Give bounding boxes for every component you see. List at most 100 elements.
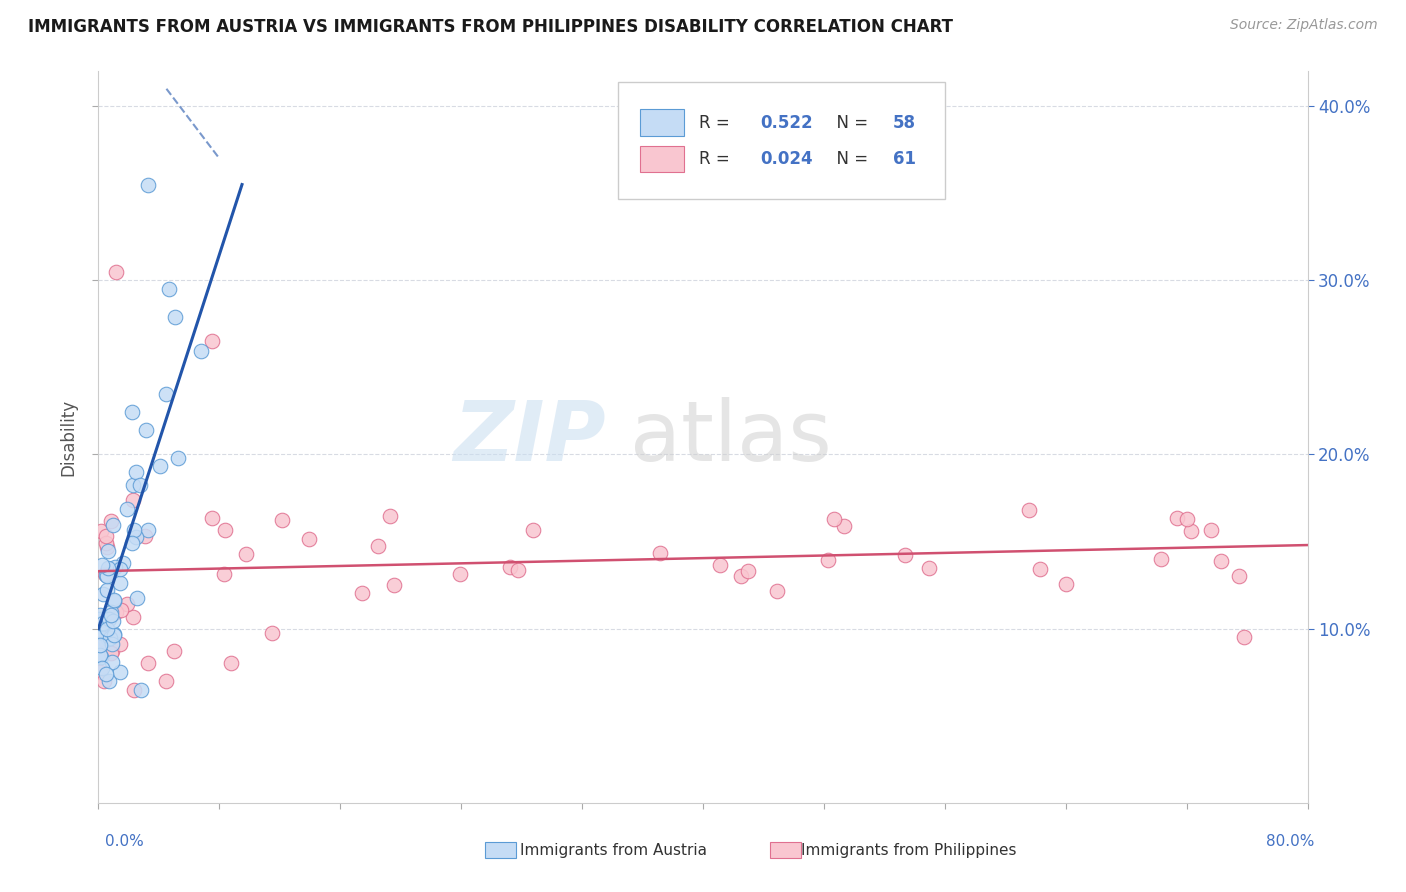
Point <box>93 626 115 640</box>
Point <box>201 510 224 524</box>
Point <box>91 616 114 631</box>
Point <box>730 569 752 583</box>
Point <box>449 567 471 582</box>
Point <box>129 477 152 491</box>
Point <box>149 459 172 474</box>
Point <box>122 493 145 508</box>
Point <box>94 529 117 543</box>
Point <box>823 512 845 526</box>
Point <box>100 605 122 619</box>
Point <box>201 334 224 349</box>
Point <box>94 536 117 550</box>
Point <box>121 478 143 492</box>
Point <box>121 405 143 419</box>
Point <box>648 546 671 560</box>
Point <box>1166 511 1188 525</box>
Text: N =: N = <box>827 150 873 168</box>
Point <box>97 544 120 558</box>
Point <box>89 638 111 652</box>
Point <box>101 656 124 670</box>
Point <box>100 608 122 623</box>
Point <box>1180 524 1202 538</box>
Point <box>163 644 186 658</box>
Point <box>1054 577 1077 591</box>
Point <box>136 657 159 671</box>
Point <box>101 644 124 658</box>
Point <box>1018 502 1040 516</box>
Point <box>103 626 125 640</box>
Point <box>129 682 152 697</box>
Point <box>100 514 122 528</box>
Point <box>382 578 405 592</box>
Point <box>1150 551 1173 566</box>
Bar <box>485 842 516 858</box>
Point <box>1199 523 1222 537</box>
Text: Immigrants from Austria: Immigrants from Austria <box>520 843 707 858</box>
Point <box>298 532 321 546</box>
Point <box>111 557 134 571</box>
Point <box>155 673 177 688</box>
Point <box>110 602 132 616</box>
Point <box>214 523 236 537</box>
FancyBboxPatch shape <box>640 110 683 136</box>
Point <box>136 178 159 192</box>
Point <box>96 569 118 583</box>
Point <box>352 586 374 600</box>
Point <box>103 628 125 642</box>
Point <box>89 607 111 622</box>
Point <box>260 625 283 640</box>
Point <box>122 682 145 697</box>
Point <box>103 592 125 607</box>
Text: 0.0%: 0.0% <box>105 834 145 849</box>
Point <box>89 612 111 626</box>
Point <box>104 560 127 574</box>
FancyBboxPatch shape <box>619 82 945 200</box>
Point <box>96 622 118 636</box>
Point <box>766 583 789 598</box>
Bar <box>770 842 801 858</box>
Point <box>1209 554 1232 568</box>
Point <box>108 637 131 651</box>
Point <box>96 583 118 598</box>
Point <box>125 465 148 479</box>
Point <box>96 667 118 681</box>
Text: R =: R = <box>699 150 735 168</box>
Point <box>834 519 856 533</box>
Point <box>737 565 759 579</box>
Point <box>125 530 148 544</box>
FancyBboxPatch shape <box>640 146 683 172</box>
Point <box>125 591 148 606</box>
Point <box>122 610 145 624</box>
Point <box>96 540 118 554</box>
Point <box>103 614 125 628</box>
Point <box>98 631 121 645</box>
Point <box>380 508 402 523</box>
Point <box>367 539 389 553</box>
Point <box>100 646 122 660</box>
Point <box>235 547 257 561</box>
Point <box>522 523 544 537</box>
Point <box>136 523 159 537</box>
Point <box>212 567 235 582</box>
Point <box>100 637 122 651</box>
Point <box>918 561 941 575</box>
Point <box>108 575 131 590</box>
Point <box>270 513 292 527</box>
Y-axis label: Disability: Disability <box>59 399 77 475</box>
Point <box>1233 630 1256 644</box>
Text: Source: ZipAtlas.com: Source: ZipAtlas.com <box>1230 18 1378 32</box>
Point <box>93 673 115 688</box>
Point <box>159 282 181 296</box>
Point <box>104 605 127 619</box>
Text: 58: 58 <box>893 113 915 131</box>
Point <box>108 665 131 680</box>
Point <box>155 386 177 401</box>
Point <box>94 566 117 581</box>
Point <box>1029 562 1052 576</box>
Text: 61: 61 <box>893 150 915 168</box>
Point <box>894 548 917 562</box>
Point <box>115 502 138 516</box>
Point <box>98 673 121 688</box>
Point <box>90 650 112 665</box>
Point <box>94 633 117 648</box>
